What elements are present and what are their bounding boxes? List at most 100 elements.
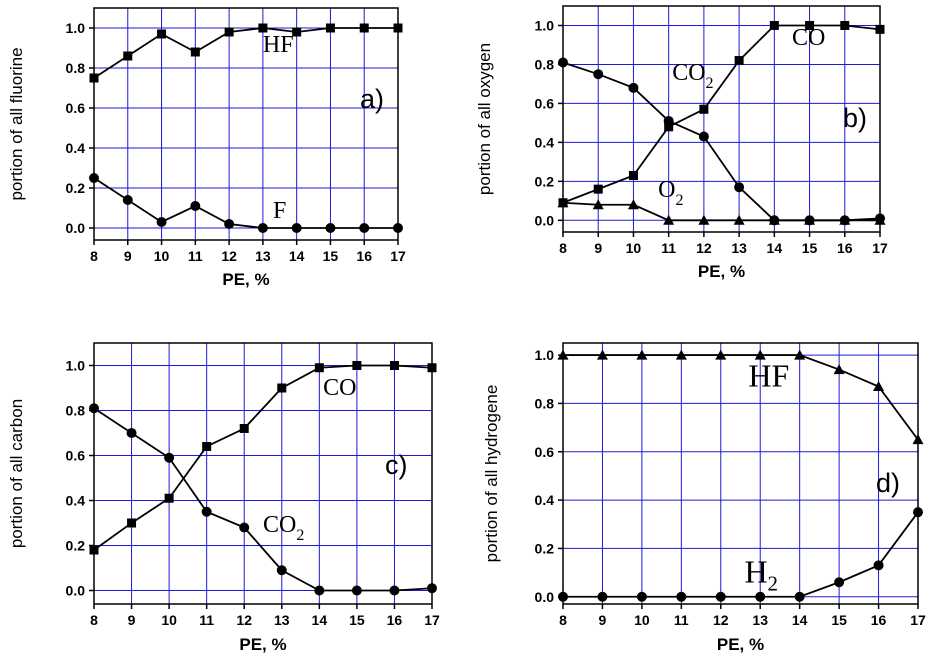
y-tick-label: 0.6	[535, 444, 555, 460]
y-tick-label: 0.2	[66, 180, 86, 196]
data-point	[628, 171, 638, 180]
series-line	[562, 201, 880, 222]
data-point	[558, 57, 568, 68]
x-tick-label: 12	[236, 612, 252, 628]
y-tick-label: 0.8	[535, 395, 555, 411]
data-point	[190, 201, 201, 211]
curve-annotation: H2	[744, 553, 778, 595]
panel-label: b)	[843, 103, 867, 133]
data-point	[840, 20, 850, 30]
x-axis-label: PE, %	[222, 270, 269, 289]
series-o2	[557, 197, 886, 225]
data-point	[427, 583, 437, 594]
data-point	[126, 428, 137, 438]
data-point	[676, 591, 687, 602]
x-tick-label: 13	[731, 240, 747, 256]
y-tick-label: 0.6	[66, 100, 86, 116]
curve-annotation: CO	[792, 25, 825, 51]
data-point	[314, 363, 324, 373]
y-axis-label: portion of all carbon	[7, 399, 26, 548]
y-tick-label: 0.6	[535, 95, 555, 111]
x-tick-label: 9	[128, 612, 136, 628]
y-tick-label: 0.8	[66, 403, 86, 419]
data-point	[592, 199, 604, 210]
series-hf	[89, 23, 403, 83]
data-point	[663, 214, 675, 225]
x-tick-label: 12	[221, 248, 237, 264]
x-axis-label: PE, %	[717, 635, 764, 654]
data-point	[715, 349, 727, 360]
data-point	[164, 493, 174, 503]
series-hf	[557, 349, 924, 445]
data-point	[733, 214, 745, 225]
data-point	[89, 173, 99, 183]
panel-label: c)	[385, 450, 408, 480]
data-point	[874, 214, 886, 225]
data-point	[597, 591, 608, 602]
panel-label: d)	[876, 468, 900, 498]
x-axis-label: PE, %	[239, 635, 286, 654]
x-tick-label: 10	[634, 612, 650, 628]
data-point	[89, 545, 99, 555]
x-tick-label: 14	[289, 248, 305, 264]
x-tick-label: 8	[559, 612, 567, 628]
data-point	[768, 214, 780, 225]
plot-frame	[562, 342, 919, 605]
data-point	[202, 442, 212, 451]
plot-frame	[562, 5, 881, 233]
x-tick-label: 15	[831, 612, 847, 628]
y-tick-label: 0.4	[66, 140, 86, 156]
y-tick-label: 0.4	[66, 493, 86, 509]
y-tick-label: 0.8	[66, 60, 86, 76]
x-tick-label: 11	[674, 612, 689, 628]
data-point	[804, 214, 816, 225]
data-point	[628, 82, 639, 93]
data-point	[257, 223, 268, 233]
data-point	[593, 69, 604, 80]
data-point	[123, 51, 133, 61]
y-axis-label: portion of all oxygen	[475, 43, 494, 195]
data-point	[912, 434, 924, 445]
data-point	[359, 223, 370, 233]
y-tick-label: 0.2	[535, 173, 555, 189]
data-point	[875, 24, 885, 34]
data-point	[351, 585, 362, 596]
series-co2	[89, 403, 437, 596]
x-tick-label: 11	[661, 240, 676, 256]
data-point	[805, 20, 815, 30]
data-point	[754, 349, 766, 360]
y-tick-label: 0.0	[535, 589, 555, 605]
series-line	[93, 177, 398, 229]
data-point	[276, 565, 287, 576]
data-point	[699, 104, 709, 114]
series-co	[558, 20, 885, 208]
y-tick-label: 0.0	[66, 583, 86, 599]
y-axis-label: portion of all hydrogene	[482, 385, 501, 563]
curve-annotation: F	[273, 198, 286, 224]
y-tick-label: 0.2	[66, 538, 86, 554]
y-tick-label: 1.0	[535, 17, 555, 33]
data-point	[89, 403, 99, 414]
chart-panel-4: 8 9 10 11 12 13 14 15 16 17 0.0 0.2 0.4 0.6 0.8 1.0 PE, …	[482, 342, 926, 654]
x-tick-label: 13	[255, 248, 271, 264]
data-point	[201, 506, 212, 517]
data-point	[325, 223, 336, 233]
y-tick-label: 1.0	[66, 358, 86, 374]
data-point	[427, 363, 437, 373]
x-axis-label: PE, %	[698, 262, 745, 281]
chart-panel-2: 8 9 10 11 12 13 14 15 16 17 0.0 0.2 0.4 0.6 0.8 1.0 PE, …	[475, 5, 888, 281]
x-tick-label: 17	[424, 612, 440, 628]
x-tick-label: 15	[349, 612, 365, 628]
data-point	[839, 214, 851, 225]
data-point	[873, 560, 884, 571]
x-tick-label: 14	[792, 612, 808, 628]
series-line	[563, 511, 919, 598]
series-co	[89, 361, 437, 555]
data-point	[292, 27, 302, 37]
data-point	[734, 56, 744, 66]
data-point	[239, 424, 249, 433]
x-tick-label: 14	[767, 240, 783, 256]
data-point	[557, 197, 569, 208]
series-line	[93, 364, 433, 551]
